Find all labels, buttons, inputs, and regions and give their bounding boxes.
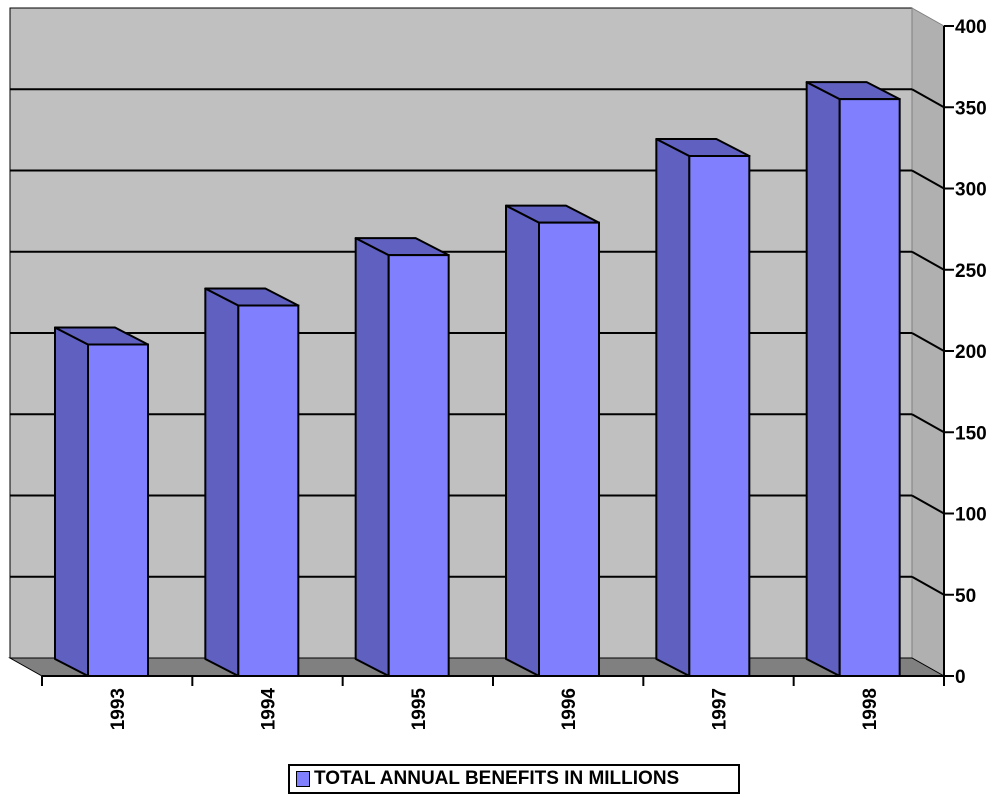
gridline-side bbox=[911, 88, 945, 109]
bar-1996 bbox=[505, 204, 600, 677]
bar-1997 bbox=[655, 138, 751, 677]
x-tick-label: 1997 bbox=[710, 688, 731, 730]
bar-front bbox=[87, 343, 149, 677]
x-tick-label: 1994 bbox=[259, 688, 280, 731]
x-tick-label: 1993 bbox=[108, 688, 129, 730]
bar-1994 bbox=[204, 287, 300, 677]
bar-side bbox=[204, 287, 240, 677]
gridline-side bbox=[911, 169, 945, 190]
y-tick-label: 50 bbox=[955, 586, 976, 607]
legend-label: TOTAL ANNUAL BENEFITS IN MILLIONS bbox=[314, 768, 680, 789]
bar-side bbox=[54, 326, 89, 677]
legend: TOTAL ANNUAL BENEFITS IN MILLIONS bbox=[288, 764, 740, 794]
y-tick-label: 200 bbox=[955, 342, 987, 363]
bars bbox=[54, 81, 901, 677]
y-tick-label: 0 bbox=[955, 667, 966, 688]
floor bbox=[8, 657, 946, 677]
bar-front bbox=[387, 254, 450, 677]
legend-swatch bbox=[296, 771, 310, 787]
bar-front bbox=[538, 221, 600, 677]
bar-1993 bbox=[54, 326, 149, 677]
y-tick-label: 250 bbox=[955, 261, 987, 282]
gridlines bbox=[10, 88, 945, 596]
x-tick-label: 1996 bbox=[559, 688, 580, 730]
y-tick-label: 100 bbox=[955, 505, 987, 526]
gridline-side bbox=[911, 413, 945, 434]
y-tick-label: 300 bbox=[955, 180, 987, 201]
gridline-side bbox=[911, 494, 945, 515]
bar-1998 bbox=[805, 81, 901, 677]
bar-side bbox=[655, 138, 691, 677]
bar-side bbox=[805, 81, 841, 677]
gridline-side bbox=[911, 332, 945, 352]
bar-side bbox=[354, 237, 390, 677]
y-tick-label: 350 bbox=[955, 98, 987, 119]
bar-front bbox=[838, 98, 901, 677]
gridline-side bbox=[911, 575, 945, 596]
bar-front bbox=[688, 155, 751, 677]
y-tick-label: 400 bbox=[955, 17, 987, 38]
bar-side bbox=[505, 204, 540, 677]
x-tick-label: 1998 bbox=[860, 688, 881, 730]
x-tick-label: 1995 bbox=[409, 688, 430, 731]
bar-1995 bbox=[354, 237, 450, 677]
gridline-side bbox=[911, 250, 945, 271]
y-tick-label: 150 bbox=[955, 423, 987, 444]
bar-front bbox=[237, 304, 300, 677]
axes: 0 50 100 150 200 250 300 350 400 1993 1994 1995 1996… bbox=[41, 17, 987, 731]
